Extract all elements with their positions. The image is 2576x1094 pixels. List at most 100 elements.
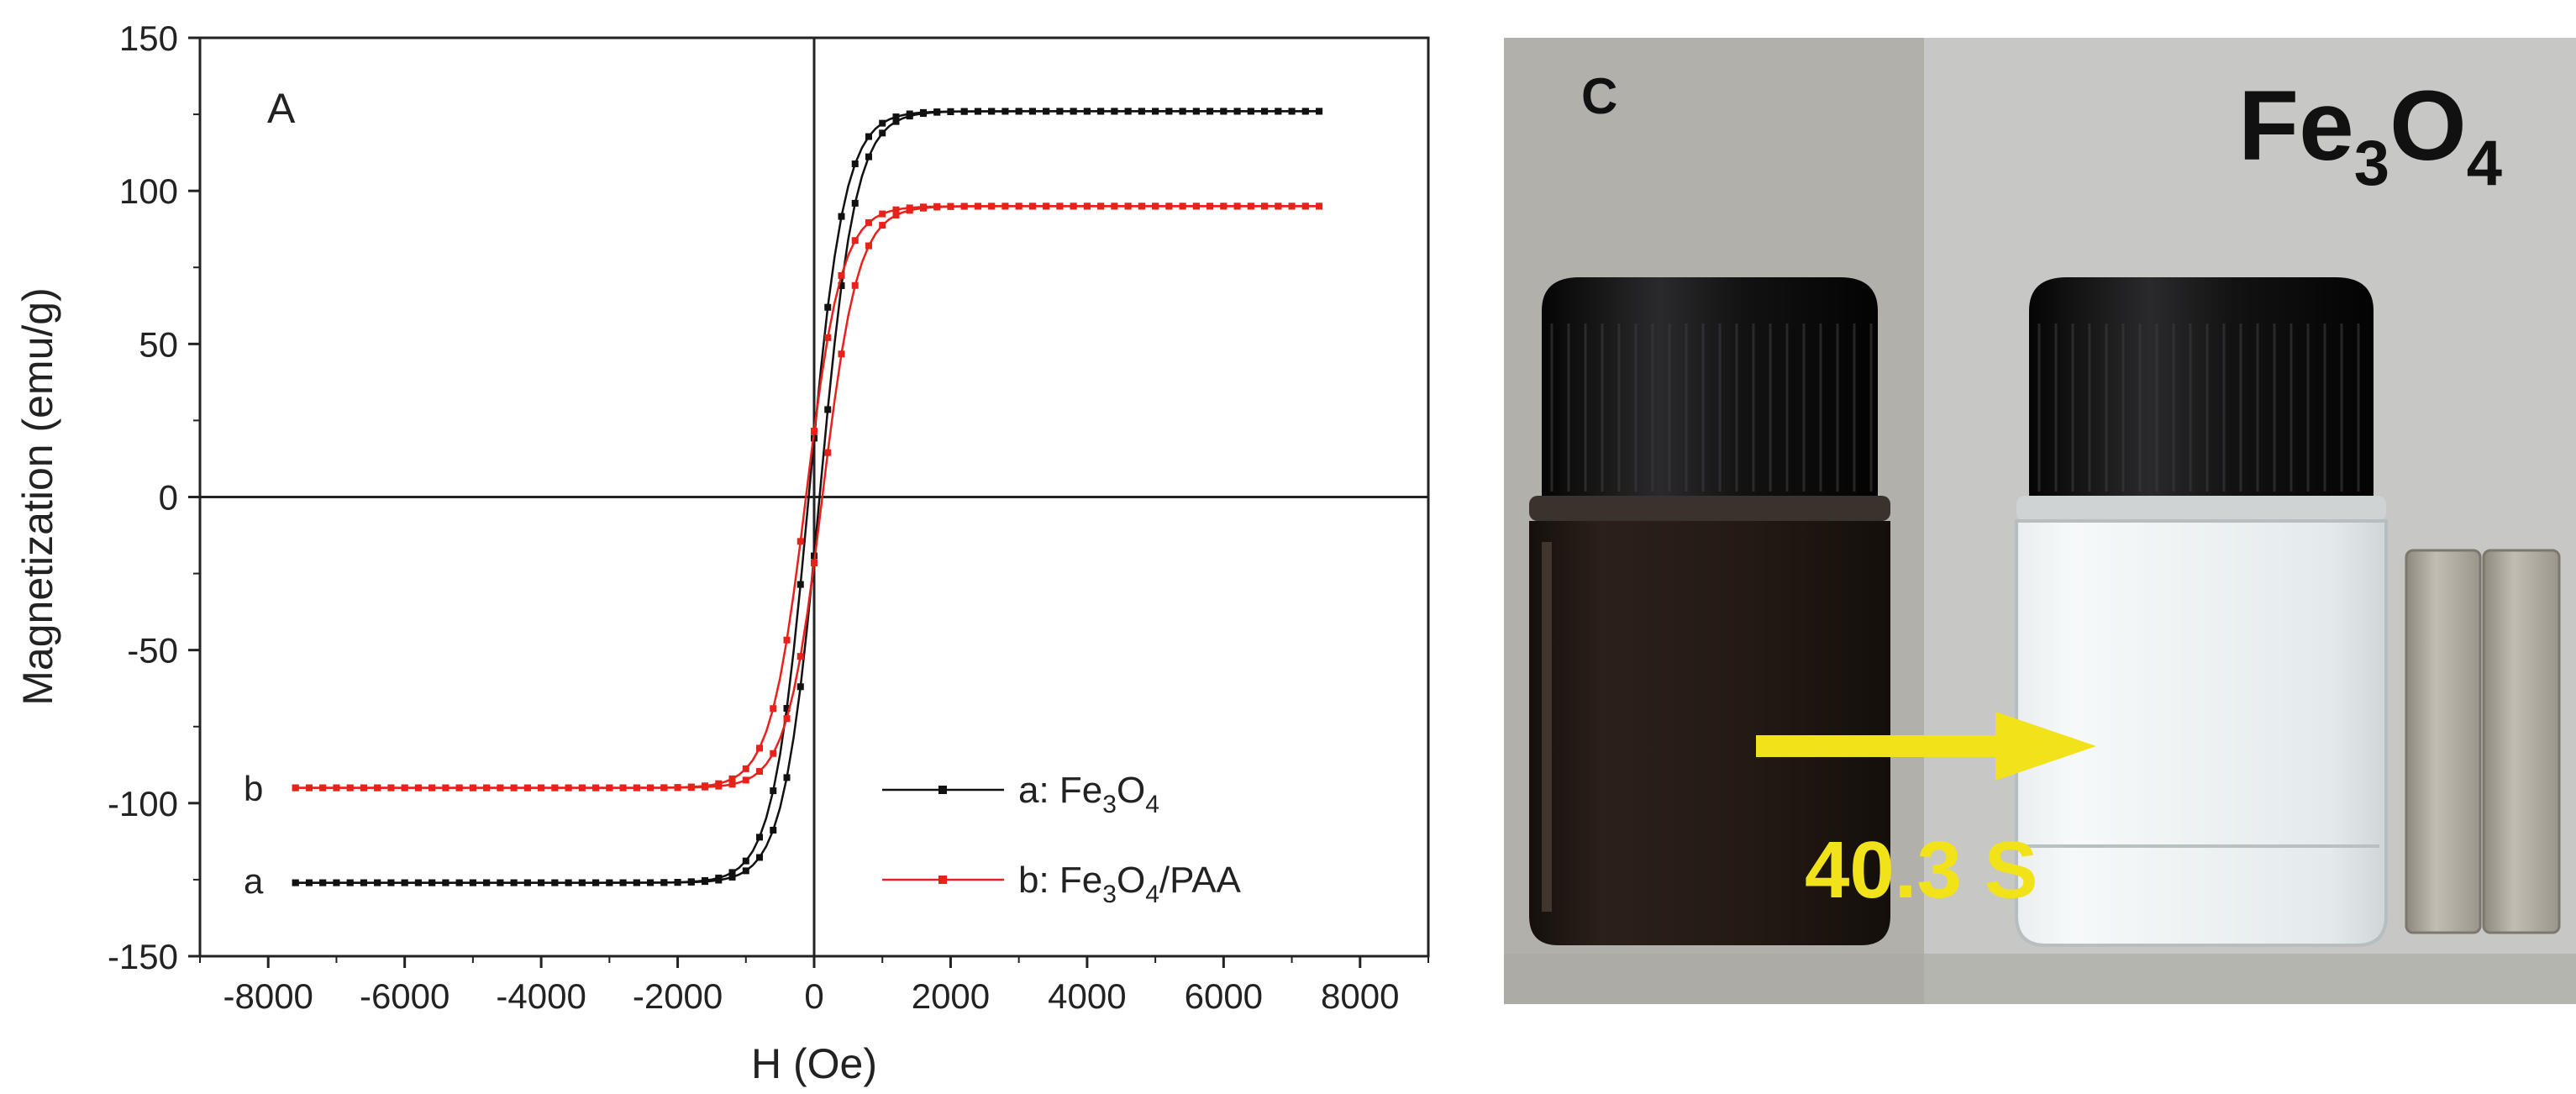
series-a-point — [510, 879, 518, 886]
series-a-point — [824, 406, 832, 413]
series-a-point — [538, 879, 545, 886]
legend-label-b: b: Fe3O4/PAA — [1018, 860, 1242, 908]
series-b-point — [742, 776, 749, 784]
right-vial — [2015, 277, 2388, 947]
series-a-point — [346, 879, 354, 886]
series-a-point — [333, 879, 340, 886]
series-b-point — [756, 768, 764, 776]
legend-a-sub2: 4 — [1145, 791, 1159, 818]
right-vial-body — [2015, 519, 2388, 947]
y-tick-label: -100 — [108, 784, 178, 823]
series-b-point — [728, 775, 736, 782]
legend-b-sub1: 3 — [1102, 881, 1117, 908]
series-a-point — [1152, 108, 1159, 115]
series-b-point — [796, 538, 804, 545]
photo-title-fe: Fe — [2238, 71, 2354, 181]
series-b-point — [292, 784, 299, 792]
photo-title-sub2: 4 — [2467, 128, 2502, 199]
series-b-point — [1207, 202, 1214, 210]
series-a-point — [933, 108, 941, 116]
series-a-point — [1192, 108, 1200, 115]
legend-label-a: a: Fe3O4 — [1018, 770, 1159, 818]
series-b-point — [1275, 202, 1282, 210]
magnetization-chart: -8000 -6000 -4000 -2000 0 2000 4000 6000 8000 -15… — [14, 18, 1430, 1087]
legend-b-sub2: 4 — [1145, 881, 1159, 908]
x-tick-label: 6000 — [1185, 976, 1263, 1016]
series-a-point — [660, 879, 668, 886]
series-b-point — [497, 784, 504, 792]
legend-a-prefix: a: Fe — [1018, 770, 1102, 811]
curve-label-b: b — [244, 769, 263, 808]
series-b-point — [1261, 202, 1269, 210]
series-b-point — [1247, 202, 1254, 210]
series-a-point — [1056, 108, 1064, 115]
series-b-point — [933, 203, 941, 211]
photo-panel-label: C — [1581, 68, 1617, 124]
photo-title-sub1: 3 — [2354, 128, 2389, 199]
series-b-point — [1043, 202, 1050, 210]
legend-b-suffix: /PAA — [1159, 860, 1242, 901]
series-a-point — [319, 879, 327, 886]
series-b-point — [702, 783, 709, 791]
series-a-point — [1070, 108, 1077, 115]
legend: a: Fe3O4 b: Fe3O4/PAA — [882, 770, 1242, 908]
series-b-point — [633, 784, 640, 792]
series-a-point — [1043, 108, 1050, 115]
series-b-point — [674, 784, 681, 792]
series-a-point — [960, 108, 968, 115]
left-vial — [1529, 277, 1890, 945]
series-a-point — [1028, 108, 1036, 115]
series-b-point — [783, 715, 791, 723]
series-b-point — [865, 242, 872, 250]
series-a-point — [292, 879, 299, 886]
y-tick-label: -150 — [108, 937, 178, 976]
magnetic-separation-photo: 40.3 S C Fe3O4 — [1504, 38, 2576, 1004]
left-cap-ridges — [1550, 323, 1873, 492]
series-b-point — [811, 559, 817, 566]
legend-b-prefix: b: Fe — [1018, 860, 1102, 901]
series-a-point — [770, 787, 777, 795]
series-a-point — [783, 774, 791, 781]
series-a-point — [523, 879, 531, 886]
series-b-point — [374, 784, 381, 792]
series-a-point — [715, 876, 723, 884]
series-a-point — [742, 857, 749, 865]
series-b-point — [838, 271, 845, 279]
axis-ticks: -8000 -6000 -4000 -2000 0 2000 4000 6000 8000 -15… — [108, 18, 1429, 1016]
series-a-branch-ascending — [295, 110, 1319, 884]
series-a-point — [824, 303, 832, 311]
series-a-point — [483, 879, 491, 886]
series-a-point — [851, 199, 859, 207]
series-b-point — [305, 784, 313, 792]
series-a-point — [1261, 108, 1269, 115]
data-series — [292, 108, 1323, 886]
x-tick-label: 8000 — [1321, 976, 1399, 1016]
series-a-point — [879, 129, 886, 137]
series-a-point — [1083, 108, 1091, 115]
series-a-point — [919, 110, 927, 118]
series-a-point — [1138, 108, 1145, 115]
y-tick-label: -50 — [127, 631, 178, 671]
photo-table — [1504, 954, 2576, 1004]
arrow-head — [1995, 712, 2096, 781]
series-b-point — [414, 784, 422, 792]
y-tick-label: 50 — [139, 324, 178, 364]
series-b-point — [483, 784, 491, 792]
series-b-point — [756, 744, 764, 752]
photo-title-formula: Fe3O4 — [2238, 71, 2502, 199]
series-b-point — [1001, 202, 1009, 210]
magnet-block-right — [2482, 549, 2561, 934]
series-a-point — [988, 108, 996, 115]
series-a-point — [742, 867, 749, 875]
series-a-point — [770, 826, 777, 834]
series-b-point — [796, 653, 804, 660]
series-b-point — [1301, 202, 1309, 210]
series-b-point — [1070, 202, 1077, 210]
series-a-point — [728, 873, 736, 881]
series-a-point — [851, 160, 859, 168]
series-a-point — [387, 879, 395, 886]
series-b-point — [455, 784, 463, 792]
series-b-point — [1192, 202, 1200, 210]
right-vial-neck — [2016, 496, 2386, 521]
series-a-point — [892, 113, 900, 121]
